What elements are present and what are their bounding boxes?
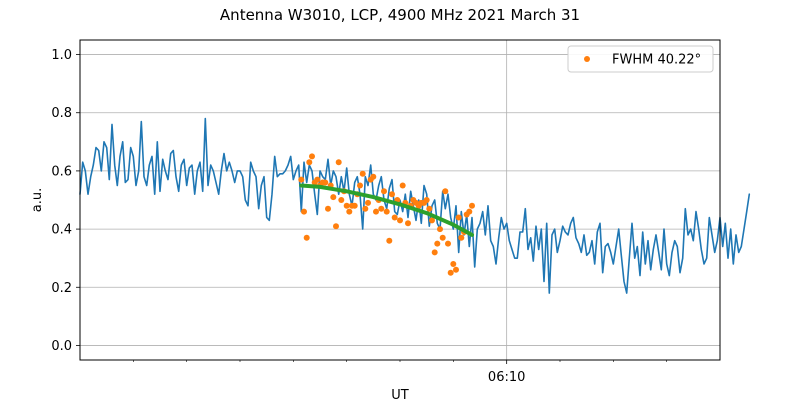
data-point xyxy=(405,220,411,227)
data-point xyxy=(370,173,377,180)
data-point xyxy=(325,205,331,212)
data-point xyxy=(322,179,329,186)
data-point xyxy=(431,249,438,256)
data-point xyxy=(373,208,379,215)
y-tick-label: 0.8 xyxy=(51,106,72,121)
data-point xyxy=(351,202,358,209)
data-point xyxy=(458,234,465,241)
legend-label: FWHM 40.22° xyxy=(612,53,701,68)
data-point xyxy=(455,214,462,221)
y-tick-label: 0.0 xyxy=(51,339,72,354)
data-point xyxy=(439,234,446,241)
data-point xyxy=(423,197,430,203)
x-tick-label: 06:10 xyxy=(488,370,525,385)
data-point xyxy=(301,208,307,215)
data-point xyxy=(434,240,441,247)
data-point xyxy=(303,234,310,241)
data-point xyxy=(386,237,393,244)
data-point xyxy=(378,205,385,212)
data-point xyxy=(447,269,454,276)
series-layer xyxy=(79,117,751,294)
x-axis-label: UT xyxy=(391,388,409,400)
data-point xyxy=(397,217,403,224)
data-point xyxy=(442,188,449,195)
data-point xyxy=(365,199,371,206)
data-point xyxy=(359,170,366,177)
y-tick-label: 0.4 xyxy=(51,223,72,238)
y-axis-label: a.u. xyxy=(30,188,45,212)
y-tick-label: 0.6 xyxy=(51,164,72,179)
data-point xyxy=(437,226,443,233)
data-point xyxy=(343,202,350,209)
data-point xyxy=(450,261,457,267)
data-point xyxy=(429,217,435,224)
data-point xyxy=(330,194,337,201)
data-point xyxy=(399,182,406,189)
data-point xyxy=(426,205,433,212)
data-point xyxy=(389,191,395,198)
data-point xyxy=(445,240,451,247)
legend-marker xyxy=(584,56,590,62)
y-tick-label: 0.2 xyxy=(51,281,72,296)
y-tick-label: 1.0 xyxy=(51,48,72,63)
data-point xyxy=(335,159,342,166)
data-point xyxy=(338,197,345,203)
series-line-fit xyxy=(299,183,474,237)
data-point xyxy=(314,176,321,183)
data-point xyxy=(346,208,353,215)
legend-box xyxy=(567,45,714,73)
data-point xyxy=(298,176,305,183)
data-point xyxy=(469,202,475,209)
data-point xyxy=(383,208,390,215)
data-point xyxy=(381,188,387,195)
data-point xyxy=(391,214,398,221)
axis-ticks: 0.0 0.2 0.4 0.6 0.8 1.0 06:10 xyxy=(51,48,667,385)
data-point xyxy=(306,159,313,166)
data-point xyxy=(333,223,339,230)
chart-title: Antenna W3010, LCP, 4900 MHz 2021 March … xyxy=(220,6,580,24)
data-point xyxy=(309,153,315,160)
data-point xyxy=(453,266,459,273)
legend: FWHM 40.22° xyxy=(567,45,714,73)
data-point xyxy=(357,182,363,189)
data-point xyxy=(362,205,369,212)
grid xyxy=(80,40,720,360)
data-point xyxy=(466,208,473,215)
series-line-signal xyxy=(79,117,751,294)
